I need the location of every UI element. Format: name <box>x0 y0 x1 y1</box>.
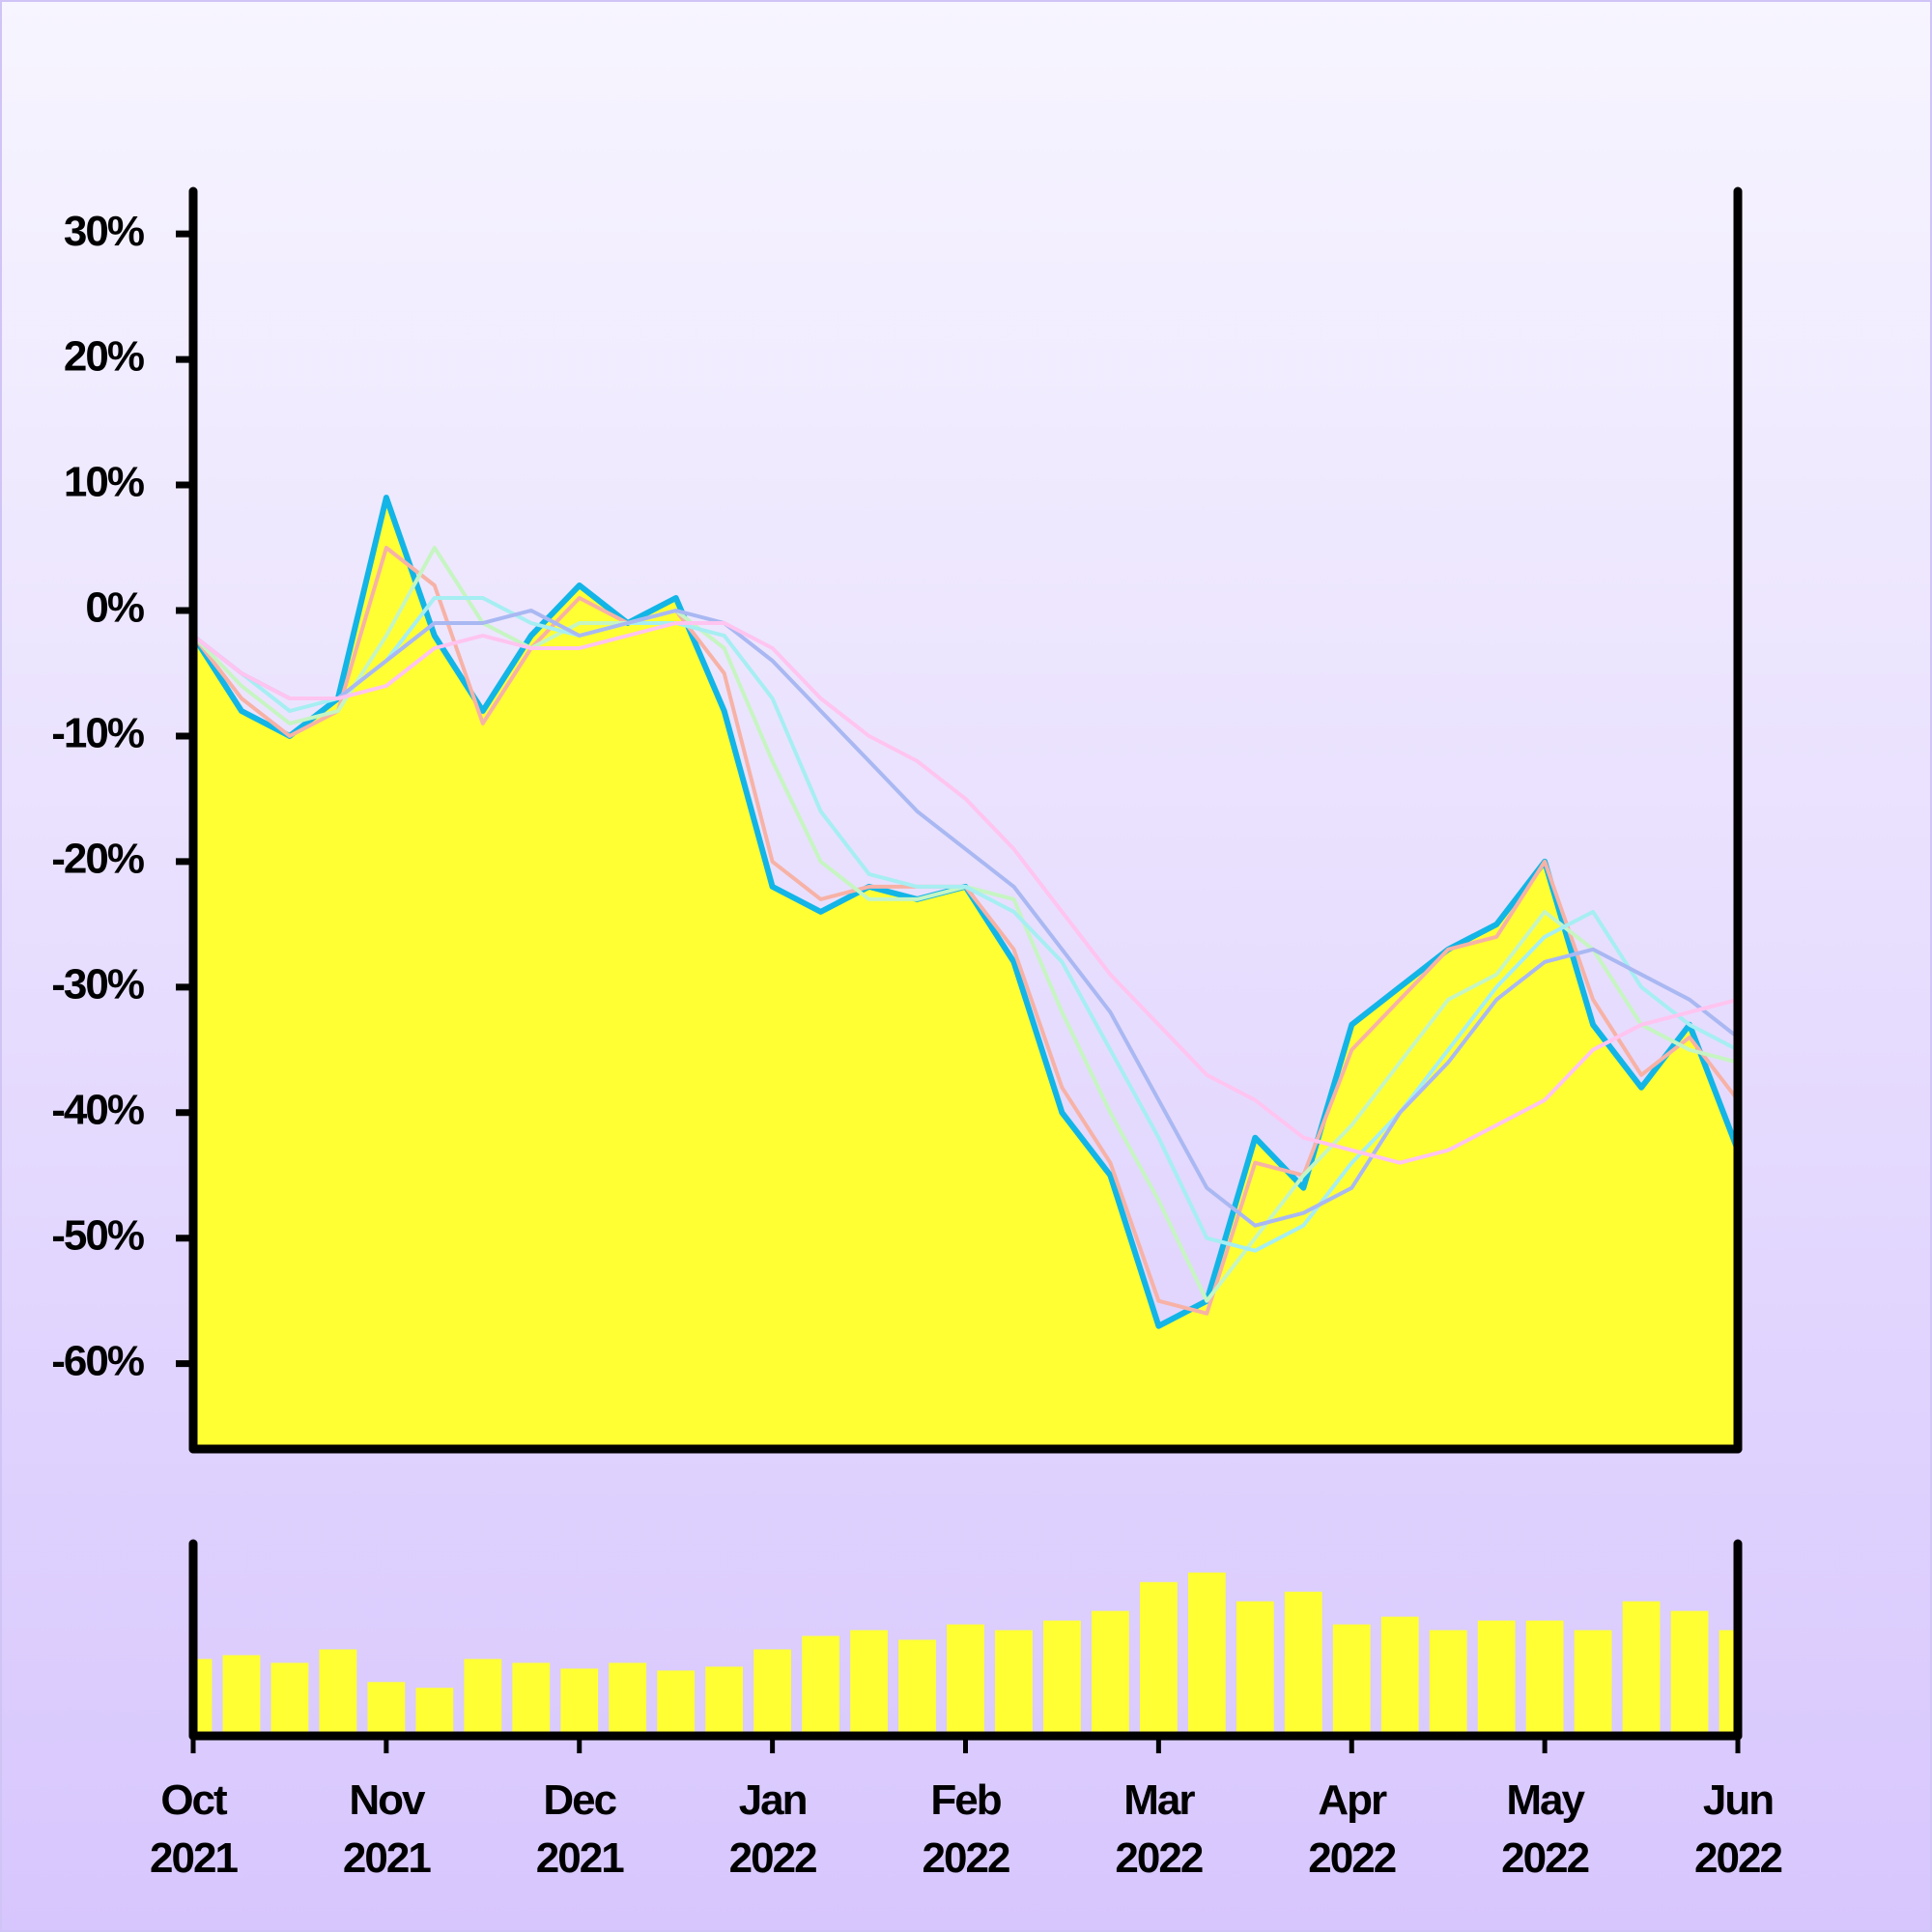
x-tick-label-line: Dec <box>543 1776 616 1824</box>
volume-bar <box>1574 1630 1612 1736</box>
volume-bar <box>947 1624 984 1736</box>
volume-bar <box>1236 1601 1274 1736</box>
volume-bar <box>222 1655 261 1736</box>
volume-bar <box>1429 1630 1467 1736</box>
volume-bar <box>1719 1630 1738 1736</box>
volume-bar <box>705 1666 744 1736</box>
x-tick-label-line: 2022 <box>1501 1834 1588 1882</box>
volume-bar <box>193 1659 213 1736</box>
axes: 30% 20% 10% 0% -10% -20% -30% -40% -50% -60% Oct 20… <box>51 186 1783 1882</box>
x-tick-label-line: Oct <box>160 1776 228 1824</box>
series-line <box>191 609 1740 1228</box>
y-tick-label: -20% <box>51 836 144 883</box>
volume-bar <box>1043 1620 1081 1736</box>
x-tick-label-line: Apr <box>1318 1776 1387 1824</box>
volume-bar <box>609 1662 647 1736</box>
area <box>193 497 1738 1449</box>
volume-bar <box>753 1649 792 1736</box>
x-tick-label-line: 2022 <box>729 1834 816 1882</box>
x-tick-label: Jan 2022 <box>729 1776 816 1882</box>
x-tick-label: May 2022 <box>1501 1776 1588 1882</box>
volume-bar <box>1622 1601 1661 1736</box>
x-tick-label-line: 2022 <box>1308 1834 1395 1882</box>
y-tick-label: -30% <box>51 960 144 1008</box>
plot-area <box>190 495 1741 1736</box>
x-tick-label: Jun 2022 <box>1694 1776 1781 1882</box>
x-tick-label-line: 2022 <box>1694 1834 1781 1882</box>
x-tick-label-line: 2022 <box>1115 1834 1202 1882</box>
x-tick-label: Apr 2022 <box>1308 1776 1395 1882</box>
y-tick-label: -60% <box>51 1337 144 1384</box>
volume-bar <box>1380 1616 1419 1736</box>
x-tick-label-line: Jun <box>1703 1776 1773 1824</box>
x-tick-label-line: 2021 <box>343 1834 431 1882</box>
y-tick-label: -40% <box>51 1086 144 1133</box>
volume-bar <box>1477 1620 1516 1736</box>
x-tick-label-line: May <box>1506 1776 1585 1824</box>
volume-bar <box>512 1662 551 1736</box>
y-tick-label: -50% <box>51 1211 144 1259</box>
x-tick-label: Oct 2021 <box>150 1776 238 1882</box>
y-tick-label: -10% <box>51 710 144 757</box>
series-line <box>191 621 1739 1165</box>
x-tick-label: Mar 2022 <box>1115 1776 1202 1882</box>
volume-bar <box>1092 1610 1129 1736</box>
volume-bar <box>560 1668 599 1736</box>
y-tick-label: 10% <box>64 459 144 506</box>
x-tick-label: Feb 2022 <box>923 1776 1009 1882</box>
volume-bar <box>1670 1610 1709 1736</box>
volume-bar <box>850 1630 888 1736</box>
series-line <box>191 596 1739 1253</box>
x-tick-label-line: Feb <box>930 1776 1001 1824</box>
volume-bar <box>270 1662 309 1736</box>
volume-bar <box>802 1635 839 1736</box>
x-tick-label-line: Jan <box>739 1776 807 1824</box>
x-tick-label-line: Nov <box>349 1776 426 1824</box>
x-tick-label-line: 2021 <box>150 1834 238 1882</box>
volume-bar <box>464 1659 502 1736</box>
volume-bar <box>1139 1581 1178 1736</box>
y-tick-label: 0% <box>85 584 143 632</box>
y-tick-label: 30% <box>64 208 144 255</box>
y-tick-label: 20% <box>64 333 144 381</box>
x-tick-label-line: Mar <box>1123 1776 1195 1824</box>
volume-bar <box>1525 1620 1564 1736</box>
volume-bar <box>1284 1591 1322 1736</box>
volume-bar <box>995 1630 1033 1736</box>
x-tick-label: Dec 2021 <box>536 1776 624 1882</box>
volume-bar <box>657 1670 696 1736</box>
volume-bar <box>1332 1624 1371 1736</box>
volume-bar <box>367 1682 406 1736</box>
volume-bar <box>898 1639 936 1736</box>
volume-bar <box>1187 1572 1226 1736</box>
volume-bar <box>319 1649 357 1736</box>
volume-bar <box>415 1688 454 1736</box>
x-tick-label: Nov 2021 <box>343 1776 431 1882</box>
x-tick-label-line: 2021 <box>536 1834 624 1882</box>
x-tick-label-line: 2022 <box>923 1834 1009 1882</box>
